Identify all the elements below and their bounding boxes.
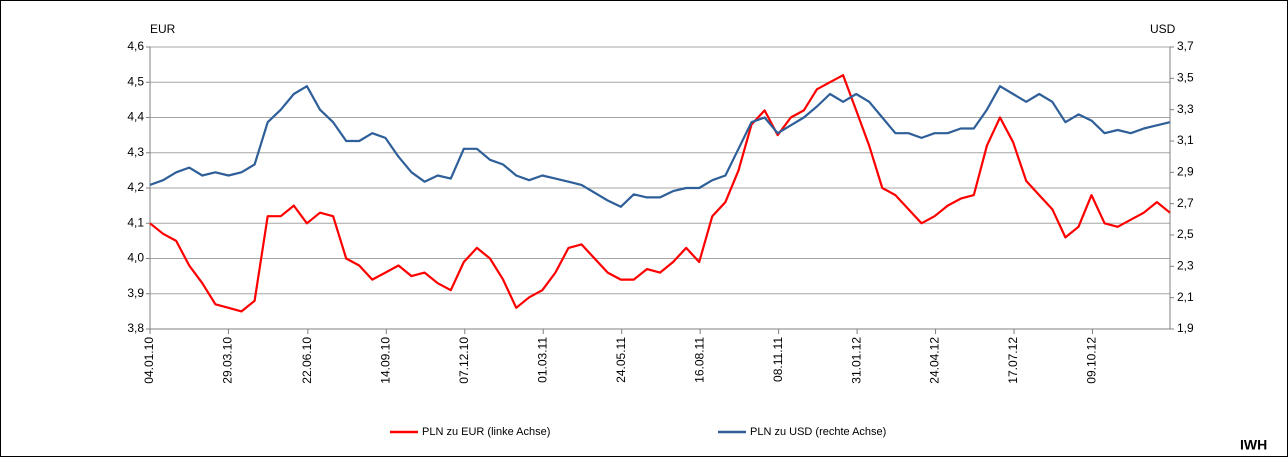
data-line bbox=[149, 74, 1171, 313]
y-tick-label: 4,4 bbox=[127, 110, 144, 124]
y-tick-label: 3,8 bbox=[127, 321, 144, 335]
y-tick-label: 4,0 bbox=[127, 251, 144, 265]
y2-tick-label: 2,3 bbox=[1177, 259, 1194, 273]
x-tick-label: 07.12.10 bbox=[457, 337, 471, 384]
data-line bbox=[149, 85, 1171, 208]
x-tick-label: 24.05.11 bbox=[614, 337, 628, 383]
x-tick-label: 22.06.10 bbox=[300, 337, 314, 384]
x-tick-label: 01.03.11 bbox=[535, 337, 549, 383]
legend-label: PLN zu USD (rechte Achse) bbox=[750, 426, 886, 438]
footer-label: IWH bbox=[1240, 437, 1267, 453]
y-tick-label: 4,2 bbox=[127, 180, 144, 194]
x-tick-label: 14.09.10 bbox=[378, 337, 392, 384]
y2-tick-label: 3,3 bbox=[1177, 102, 1194, 116]
y2-tick-label: 1,9 bbox=[1177, 321, 1194, 335]
y2-tick-label: 3,1 bbox=[1177, 133, 1194, 147]
x-tick-label: 08.11.11 bbox=[771, 337, 785, 382]
y-tick-label: 4,6 bbox=[127, 39, 144, 53]
x-tick-label: 17.07.12 bbox=[1006, 337, 1020, 384]
y-tick-label: 4,3 bbox=[127, 145, 144, 159]
y2-tick-label: 3,5 bbox=[1177, 71, 1194, 85]
y-tick-label: 4,5 bbox=[127, 74, 144, 88]
y2-tick-label: 2,9 bbox=[1177, 165, 1194, 179]
x-tick-label: 31.01.12 bbox=[849, 337, 863, 384]
y-tick-label: 3,9 bbox=[127, 286, 144, 300]
x-tick-label: 09.10.12 bbox=[1085, 337, 1099, 384]
y2-axis-title: USD bbox=[1150, 22, 1176, 36]
x-tick-label: 29.03.10 bbox=[221, 337, 235, 384]
y-axis-title: EUR bbox=[150, 22, 176, 36]
y2-tick-label: 3,7 bbox=[1177, 39, 1194, 53]
x-tick-label: 16.08.11 bbox=[692, 337, 706, 383]
legend-label: PLN zu EUR (linke Achse) bbox=[422, 426, 550, 438]
y2-tick-label: 2,1 bbox=[1177, 290, 1194, 304]
x-tick-label: 24.04.12 bbox=[928, 337, 942, 384]
y2-tick-label: 2,7 bbox=[1177, 196, 1194, 210]
y-tick-label: 4,1 bbox=[127, 215, 144, 229]
x-tick-label: 04.01.10 bbox=[142, 337, 156, 384]
y2-tick-label: 2,5 bbox=[1177, 227, 1194, 241]
